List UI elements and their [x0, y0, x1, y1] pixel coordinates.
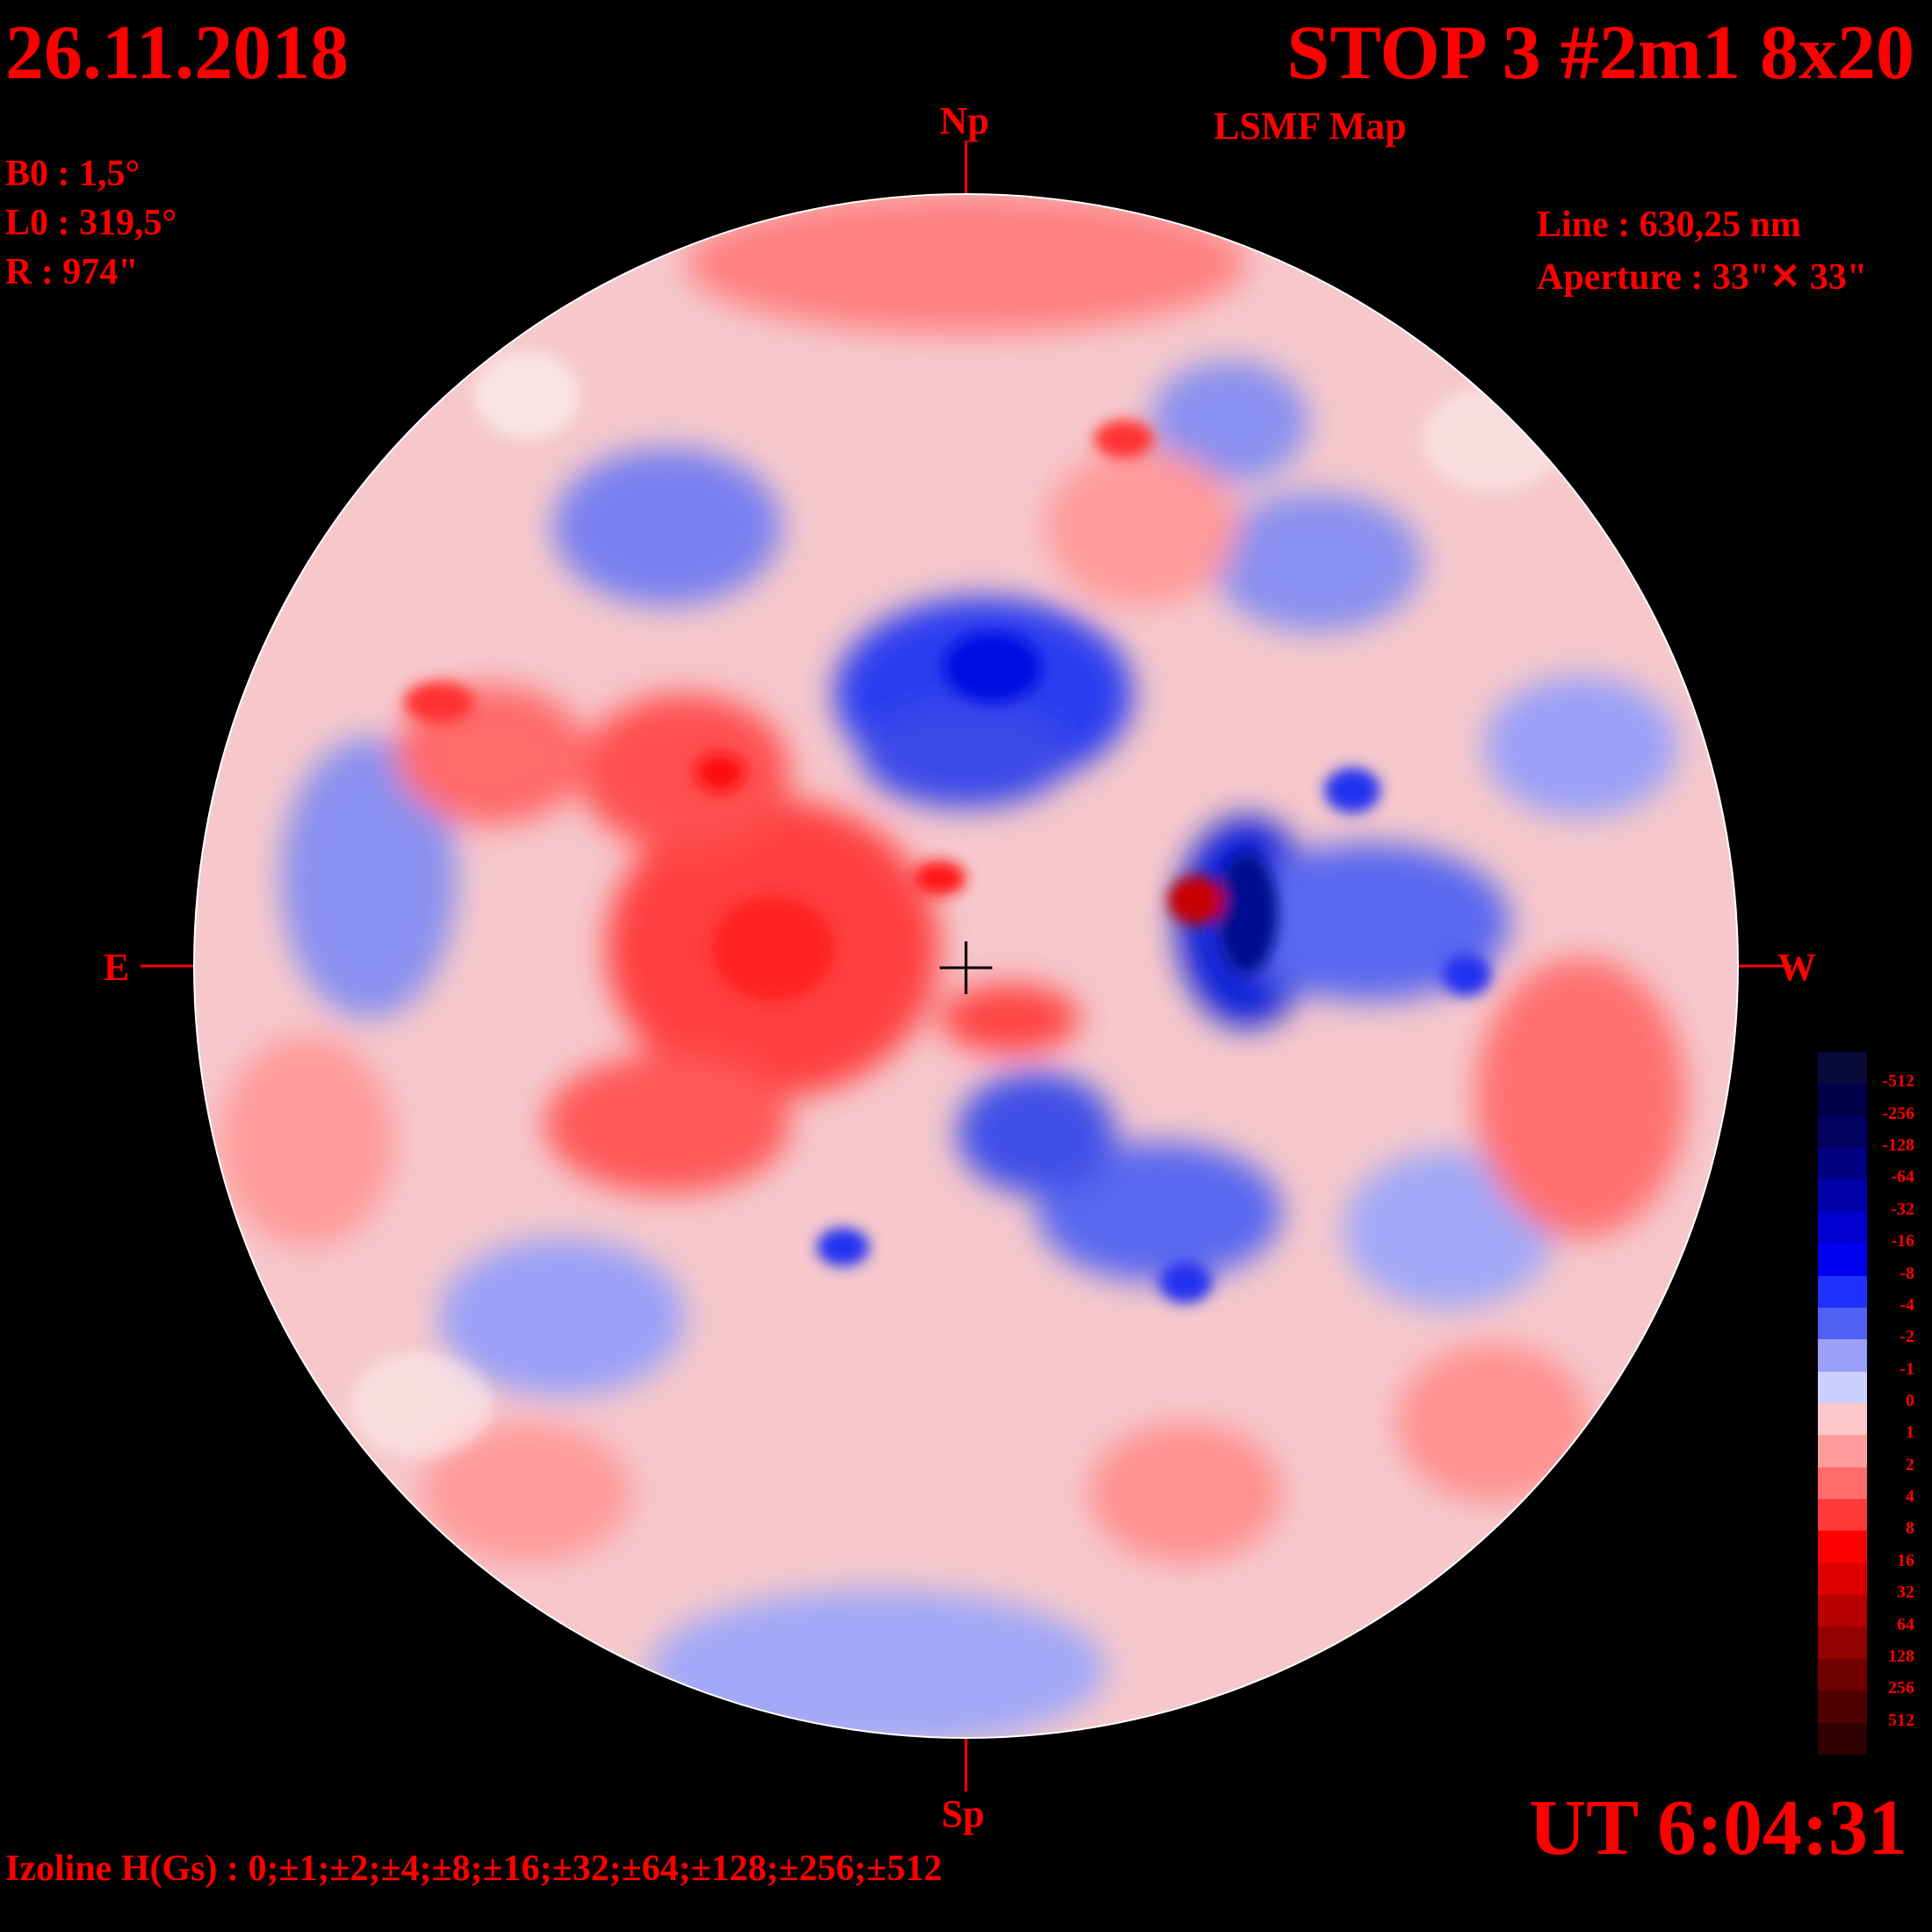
- south-pole-label: Sp: [941, 1792, 984, 1835]
- colorbar-tick-label: 0: [1906, 1391, 1914, 1410]
- map-type-label: LSMF Map: [1214, 105, 1407, 148]
- izoline-legend: Izoline H(Gs) : 0;±1;±2;±4;±8;±16;±32;±6…: [5, 1849, 942, 1889]
- colorbar-segment: [1818, 1371, 1867, 1403]
- colorbar-segment: [1818, 1084, 1867, 1116]
- colorbar-tick-label: 4: [1906, 1487, 1914, 1507]
- colorbar-segment: [1818, 1339, 1867, 1372]
- colorbar-segment: [1818, 1211, 1867, 1244]
- l0-parameter: L0 : 319,5°: [5, 203, 177, 243]
- colorbar-tick-label: -64: [1891, 1167, 1914, 1187]
- colorbar-segment: [1818, 1179, 1867, 1212]
- b0-parameter: B0 : 1,5°: [5, 154, 141, 194]
- colorbar-tick-label: 2: [1906, 1454, 1914, 1474]
- colorbar-tick-label: -16: [1891, 1231, 1914, 1251]
- colorbar-tick-label: -128: [1882, 1135, 1914, 1156]
- colorbar-segment: [1818, 1307, 1867, 1340]
- colorbar-tick-label: -32: [1891, 1199, 1914, 1219]
- colorbar-tick-label: 8: [1906, 1518, 1914, 1539]
- colorbar-segment: [1818, 1275, 1867, 1308]
- colorbar-tick-label: -4: [1900, 1294, 1914, 1315]
- colorbar-segment: [1818, 1244, 1867, 1276]
- colorbar-segment: [1818, 1690, 1867, 1723]
- field-strength-colorbar: [1818, 1052, 1867, 1755]
- colorbar-segment: [1818, 1148, 1867, 1180]
- colorbar-segment: [1818, 1626, 1867, 1659]
- colorbar-tick-label: -256: [1882, 1103, 1914, 1123]
- colorbar-tick-label: 16: [1897, 1550, 1914, 1570]
- radius-parameter: R : 974": [5, 252, 139, 292]
- aperture-parameter: Aperture : 33"✕ 33": [1537, 257, 1868, 298]
- north-pole-label: Np: [940, 99, 990, 142]
- center-cross-icon: [940, 941, 992, 994]
- colorbar-tick-label: 128: [1888, 1646, 1914, 1666]
- colorbar-segment: [1818, 1499, 1867, 1532]
- observation-date: 26.11.2018: [5, 11, 350, 96]
- colorbar-segment: [1818, 1595, 1867, 1627]
- east-label: E: [104, 946, 130, 989]
- colorbar-segment: [1818, 1722, 1867, 1755]
- observation-title: STOP 3 #2m1 8x20: [1287, 11, 1914, 96]
- colorbar-tick-label: 256: [1888, 1678, 1914, 1698]
- universal-time: UT 6:04:31: [1529, 1784, 1907, 1871]
- colorbar-tick-label: 1: [1906, 1423, 1914, 1443]
- colorbar-segment: [1818, 1531, 1867, 1563]
- colorbar-tick-label: -8: [1900, 1263, 1914, 1283]
- colorbar-segment: [1818, 1115, 1867, 1149]
- colorbar-tick-label: 32: [1897, 1582, 1914, 1603]
- west-label: W: [1777, 946, 1816, 989]
- colorbar-segment: [1818, 1052, 1867, 1085]
- colorbar-tick-label: -512: [1882, 1071, 1914, 1092]
- spectral-line-parameter: Line : 630,25 nm: [1537, 205, 1802, 245]
- colorbar-segment: [1818, 1467, 1867, 1500]
- colorbar-tick-label: 512: [1888, 1710, 1914, 1730]
- colorbar-segment: [1818, 1402, 1867, 1436]
- colorbar-tick-label: 64: [1897, 1614, 1914, 1634]
- colorbar-segment: [1818, 1562, 1867, 1596]
- colorbar-segment: [1818, 1658, 1867, 1691]
- colorbar-tick-label: -1: [1900, 1359, 1914, 1379]
- colorbar-tick-label: -2: [1900, 1327, 1914, 1347]
- colorbar-segment: [1818, 1435, 1867, 1467]
